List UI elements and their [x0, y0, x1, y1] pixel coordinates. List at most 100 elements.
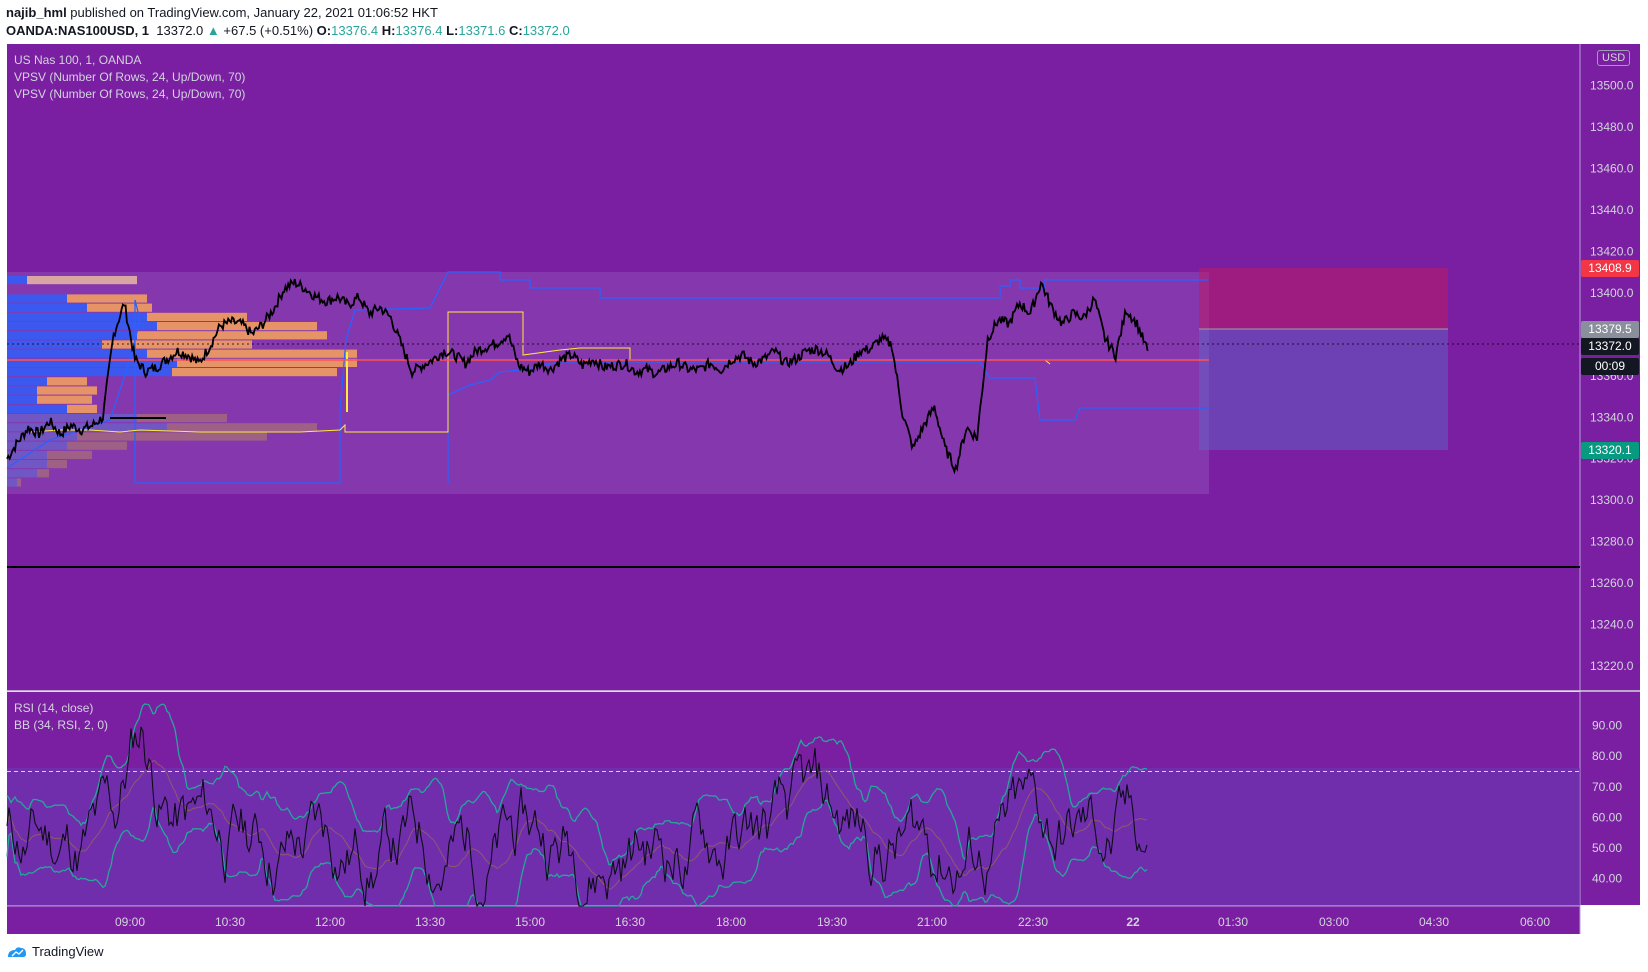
- vp-down-bar: [17, 478, 21, 487]
- author-name[interactable]: najib_hml: [6, 5, 67, 20]
- main-legend: US Nas 100, 1, OANDA VPSV (Number Of Row…: [14, 52, 245, 103]
- price-tick-13460: 13460.0: [1590, 161, 1634, 175]
- open-label: O:: [316, 23, 332, 38]
- vp-down-bar: [177, 358, 357, 367]
- vp-down-bar: [77, 432, 267, 441]
- currency-badge[interactable]: USD: [1597, 50, 1631, 66]
- price-tick-13420: 13420.0: [1590, 244, 1634, 258]
- rsi-band-fill: [7, 768, 1580, 906]
- price-tick-labels: 13220.013240.013260.013280.013300.013320…: [1590, 78, 1634, 673]
- tradingview-logo-icon: [8, 946, 26, 957]
- time-tick-1800: 18:00: [716, 915, 746, 929]
- rsi-tick-80: 80.00: [1592, 749, 1622, 763]
- time-tick-0600: 06:00: [1520, 915, 1550, 929]
- change-value: +67.5 (+0.51%): [223, 23, 314, 38]
- vp-down-bar: [137, 414, 227, 423]
- position-stop-zone[interactable]: [1199, 268, 1448, 329]
- vp-up-bar: [7, 368, 172, 377]
- vp-up-bar: [7, 276, 27, 285]
- vp-up-bar: [7, 331, 137, 340]
- bb-basis-line: [6, 760, 1148, 890]
- stop-price-label: 13408.9: [1581, 260, 1639, 277]
- vp-up-bar: [7, 432, 77, 441]
- up-arrow-icon: ▲: [206, 23, 220, 38]
- price-tick-13500: 13500.0: [1590, 78, 1634, 92]
- rsi-line: [6, 726, 1148, 908]
- vp-down-bar: [87, 303, 152, 312]
- vp-up-bar: [7, 294, 67, 303]
- vwap-lower-step: [447, 361, 1209, 483]
- target-price-label: 13320.1: [1581, 442, 1639, 459]
- time-tick-2100: 21:00: [917, 915, 947, 929]
- vp-down-bar: [167, 423, 317, 432]
- vp-up-bar: [7, 322, 157, 331]
- vp-down-bar: [37, 386, 97, 395]
- time-tick-1930: 19:30: [817, 915, 847, 929]
- indicator-vpsv-1[interactable]: VPSV (Number Of Rows, 24, Up/Down, 70): [14, 70, 246, 84]
- indicator-rsi[interactable]: RSI (14, close): [14, 701, 94, 715]
- vp-up-bar: [7, 358, 177, 367]
- indicator-bb[interactable]: BB (34, RSI, 2, 0): [14, 718, 109, 732]
- low-label: L:: [446, 23, 459, 38]
- vp-down-bar: [157, 322, 317, 331]
- vp-down-bar: [102, 340, 252, 349]
- brand-name[interactable]: TradingView: [32, 944, 104, 959]
- vp-up-bar: [7, 303, 87, 312]
- price-tick-13260: 13260.0: [1590, 576, 1634, 590]
- high-value: 13376.4: [395, 23, 443, 38]
- vwap-upper-step: [6, 271, 1209, 484]
- vp-up-bar: [7, 312, 147, 321]
- price-tick-13440: 13440.0: [1590, 203, 1634, 217]
- price-tick-13480: 13480.0: [1590, 120, 1634, 134]
- vp-down-bar: [47, 450, 92, 459]
- vp-down-bar: [27, 276, 137, 285]
- high-label: H:: [381, 23, 396, 38]
- time-tick-1030: 10:30: [215, 915, 245, 929]
- price-axis[interactable]: [1580, 44, 1640, 905]
- vp-up-bar: [7, 349, 147, 358]
- vp-down-bar: [147, 312, 247, 321]
- symbol-title[interactable]: US Nas 100, 1, OANDA: [14, 53, 142, 67]
- price-tick-13240: 13240.0: [1590, 618, 1634, 632]
- entry-price-label: 13379.5: [1581, 321, 1639, 338]
- time-tick-0130: 01:30: [1218, 915, 1248, 929]
- vp-down-bar: [172, 368, 337, 377]
- vp-down-bar: [47, 377, 87, 386]
- volume-profile-range: [7, 272, 1209, 494]
- vp-up-bar: [7, 386, 37, 395]
- vp-down-bar: [67, 441, 127, 450]
- vp-up-bar: [7, 404, 67, 413]
- vp-down-bar: [47, 460, 67, 469]
- rsi-tick-50: 50.00: [1592, 841, 1622, 855]
- time-tick-1500: 15:00: [515, 915, 545, 929]
- vp-down-bar: [37, 395, 92, 404]
- vp-up-bar: [7, 460, 47, 469]
- vp-down-bar: [37, 469, 49, 478]
- vp-up-bar: [7, 377, 47, 386]
- bb-lower-line: [6, 799, 1148, 907]
- low-value: 13371.6: [458, 23, 506, 38]
- close-value: 13372.0: [522, 23, 570, 38]
- open-value: 13376.4: [331, 23, 379, 38]
- rsi-tick-40: 40.00: [1592, 871, 1622, 885]
- vp-down-bar: [147, 349, 357, 358]
- time-tick-0300: 03:00: [1319, 915, 1349, 929]
- time-axis[interactable]: [7, 906, 1580, 934]
- rsi-legend: RSI (14, close) BB (34, RSI, 2, 0): [14, 700, 108, 734]
- close-label: C:: [508, 23, 523, 38]
- position-target-zone[interactable]: [1199, 329, 1448, 450]
- time-tick-1200: 12:00: [315, 915, 345, 929]
- vp-up-bar: [7, 478, 17, 487]
- price-tick-13280: 13280.0: [1590, 535, 1634, 549]
- rsi-tick-60: 60.00: [1592, 810, 1622, 824]
- price-tick-13300: 13300.0: [1590, 493, 1634, 507]
- time-tick-labels: 09:00 10:30 12:00 13:30 15:00 16:30 18:00 19:30…: [115, 915, 1550, 929]
- time-tick-22: 22: [1126, 915, 1140, 929]
- last-price: 13372.0: [156, 23, 204, 38]
- time-tick-0430: 04:30: [1419, 915, 1449, 929]
- vp-down-bar: [137, 331, 327, 340]
- vp-up-bar: [7, 395, 37, 404]
- indicator-vpsv-2[interactable]: VPSV (Number Of Rows, 24, Up/Down, 70): [14, 87, 246, 101]
- rsi-tick-labels: 40.00 50.00 60.00 70.00 80.00 90.00: [1592, 719, 1622, 886]
